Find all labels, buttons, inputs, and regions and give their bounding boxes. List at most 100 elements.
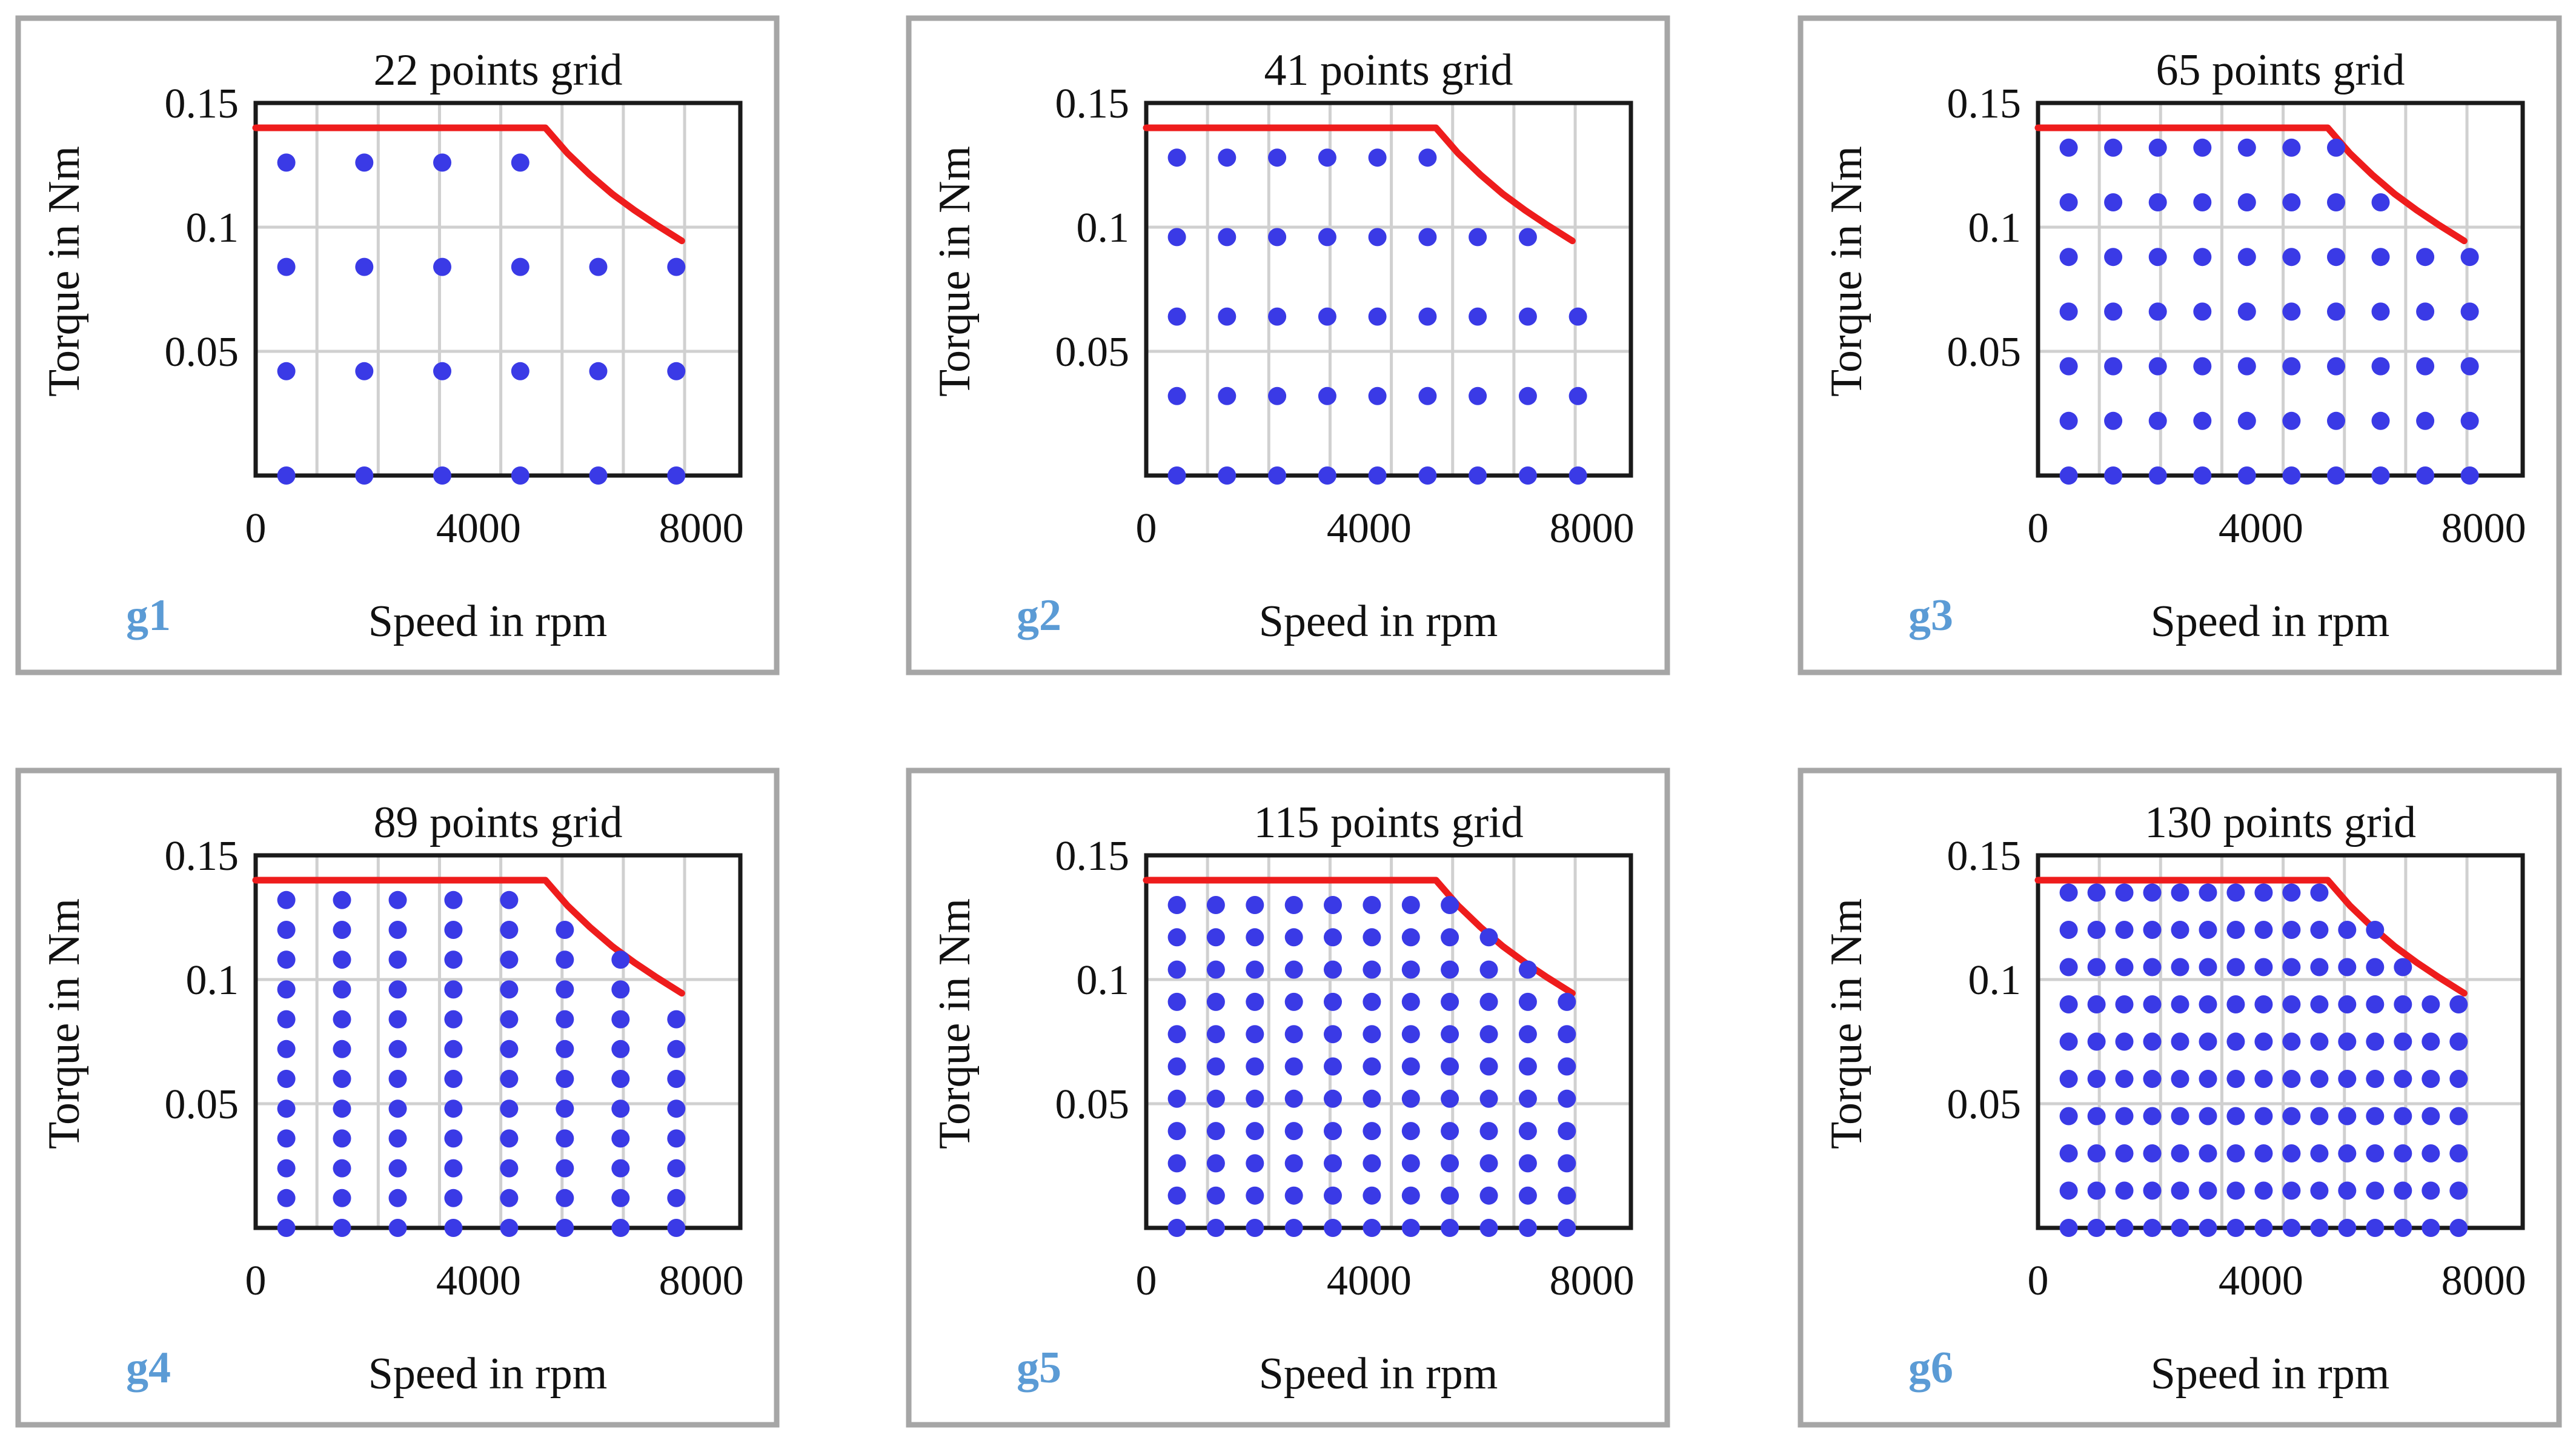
data-point bbox=[2193, 138, 2212, 157]
axis-ticks: 0 4000 8000 0.05 0.1 0.15 bbox=[1055, 81, 1635, 552]
data-point bbox=[2193, 302, 2212, 321]
data-point bbox=[2371, 411, 2390, 430]
data-point bbox=[2115, 1032, 2134, 1051]
data-point bbox=[1518, 992, 1537, 1011]
data-point bbox=[2115, 883, 2134, 902]
data-point bbox=[667, 257, 686, 276]
data-point bbox=[2199, 995, 2217, 1013]
panel-tag: g5 bbox=[1017, 1343, 1061, 1393]
data-point bbox=[1441, 1122, 1459, 1141]
data-point bbox=[388, 1219, 407, 1237]
data-point bbox=[2422, 1219, 2440, 1237]
data-point bbox=[1167, 992, 1186, 1011]
data-point bbox=[2143, 1107, 2162, 1126]
data-point bbox=[667, 1099, 686, 1118]
plot-area-border bbox=[253, 101, 743, 478]
data-point bbox=[2143, 1181, 2162, 1200]
data-point bbox=[667, 1129, 686, 1148]
y-tick-label: 0.05 bbox=[1055, 1081, 1130, 1128]
data-point bbox=[1418, 307, 1437, 326]
data-point bbox=[2366, 1181, 2385, 1200]
data-point bbox=[333, 1099, 351, 1118]
data-point bbox=[2422, 995, 2440, 1013]
y-axis-label: Torque in Nm bbox=[930, 146, 980, 397]
data-point bbox=[556, 1189, 574, 1207]
data-point bbox=[1558, 1122, 1576, 1141]
panel-frame bbox=[15, 15, 780, 675]
data-point bbox=[589, 362, 608, 380]
data-point bbox=[667, 466, 686, 485]
data-point bbox=[1246, 928, 1264, 947]
data-point bbox=[1284, 1025, 1303, 1044]
data-point bbox=[500, 1010, 519, 1029]
data-point bbox=[2148, 248, 2167, 267]
data-point bbox=[1206, 1122, 1225, 1141]
data-point bbox=[2193, 357, 2212, 376]
data-point bbox=[2143, 995, 2162, 1013]
data-point bbox=[2394, 1107, 2412, 1126]
y-tick-label: 0.15 bbox=[165, 833, 239, 880]
data-point bbox=[1363, 1025, 1381, 1044]
data-point bbox=[2422, 1070, 2440, 1088]
data-point bbox=[1558, 1089, 1576, 1108]
data-point bbox=[1363, 1122, 1381, 1141]
data-point bbox=[1518, 1219, 1537, 1237]
data-point bbox=[2366, 921, 2385, 939]
data-point bbox=[2327, 411, 2345, 430]
data-point bbox=[2226, 921, 2245, 939]
operating-points bbox=[277, 890, 686, 1237]
data-point bbox=[2282, 921, 2301, 939]
data-point bbox=[2143, 1070, 2162, 1088]
x-axis-label: Speed in rpm bbox=[1259, 1349, 1498, 1399]
panel-g1: 0 4000 8000 0.05 0.1 0.15 22 points grid Spee… bbox=[15, 15, 780, 675]
data-point bbox=[1284, 1186, 1303, 1205]
data-point bbox=[1167, 1122, 1186, 1141]
data-point bbox=[277, 921, 296, 939]
data-point bbox=[2115, 1181, 2134, 1200]
data-point bbox=[2171, 883, 2189, 902]
data-point bbox=[2087, 995, 2106, 1013]
panel-tag: g1 bbox=[126, 591, 171, 640]
data-point bbox=[1206, 1186, 1225, 1205]
panel-g3: 0 4000 8000 0.05 0.1 0.15 65 points grid Spee… bbox=[1798, 15, 2562, 675]
data-point bbox=[556, 950, 574, 969]
data-point bbox=[589, 466, 608, 485]
data-point bbox=[2143, 921, 2162, 939]
panel-title: 22 points grid bbox=[373, 45, 622, 95]
data-point bbox=[2422, 1032, 2440, 1051]
data-point bbox=[2422, 1144, 2440, 1162]
data-point bbox=[277, 257, 296, 276]
data-point bbox=[1418, 228, 1437, 247]
data-point bbox=[2394, 1144, 2412, 1162]
data-point bbox=[1324, 1186, 1342, 1205]
data-point bbox=[2282, 883, 2301, 902]
data-point bbox=[2282, 1219, 2301, 1237]
panel-g5: 0 4000 8000 0.05 0.1 0.15 115 points grid Spe… bbox=[906, 768, 1670, 1428]
data-point bbox=[1284, 960, 1303, 979]
data-point bbox=[1558, 1057, 1576, 1076]
data-point bbox=[2171, 921, 2189, 939]
data-point bbox=[1469, 466, 1487, 485]
data-point bbox=[2226, 1070, 2245, 1088]
data-point bbox=[1167, 1089, 1186, 1108]
data-point bbox=[388, 1159, 407, 1178]
data-point bbox=[2148, 357, 2167, 376]
data-point bbox=[2199, 1144, 2217, 1162]
data-point bbox=[333, 1159, 351, 1178]
x-tick-label: 4000 bbox=[2219, 505, 2303, 552]
data-point bbox=[2371, 466, 2390, 485]
data-point bbox=[277, 1189, 296, 1207]
data-point bbox=[1167, 1025, 1186, 1044]
plot-area-border bbox=[1144, 853, 1633, 1230]
data-point bbox=[2226, 1181, 2245, 1200]
data-point bbox=[355, 362, 374, 380]
data-point bbox=[1479, 1025, 1498, 1044]
x-tick-label: 4000 bbox=[2219, 1258, 2303, 1304]
data-point bbox=[388, 1099, 407, 1118]
data-point bbox=[611, 1189, 630, 1207]
data-point bbox=[1318, 466, 1336, 485]
y-tick-label: 0.05 bbox=[1947, 1081, 2022, 1128]
data-point bbox=[2371, 248, 2390, 267]
data-point bbox=[388, 921, 407, 939]
data-point bbox=[1441, 1057, 1459, 1076]
